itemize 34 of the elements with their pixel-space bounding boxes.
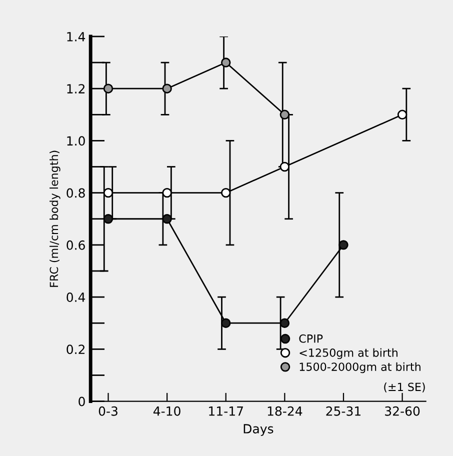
point	[397, 110, 408, 120]
point	[221, 58, 231, 68]
y-tick-label: 0.8	[66, 188, 85, 198]
x-tick-label: 18-24	[268, 406, 302, 416]
y-tick-label: 1.0	[67, 136, 85, 146]
x-tick-label: 32-60	[385, 406, 420, 416]
point	[162, 84, 172, 94]
legend-label: <1250gm at birth	[300, 348, 398, 360]
point	[162, 188, 172, 198]
point	[103, 188, 114, 198]
x-tick-label: 11-17	[209, 406, 243, 416]
point	[221, 318, 231, 328]
y-tick-label: 0.2	[66, 344, 84, 354]
x-axis-title: Days	[244, 424, 274, 436]
x-tick-label: 25-31	[326, 406, 360, 416]
x-tick-label: 0-3	[98, 406, 118, 416]
y-tick-label: 0.6	[66, 240, 85, 250]
y-axis-title: FRC (ml/cm body length)	[50, 150, 60, 287]
point	[103, 214, 114, 224]
y-tick-label: 1.4	[67, 32, 86, 42]
point	[221, 188, 231, 198]
point	[280, 110, 290, 120]
point	[280, 318, 290, 328]
point	[280, 162, 290, 172]
x-tick-label: 4-10	[153, 406, 180, 416]
point	[103, 84, 114, 94]
y-tick-label: 0	[78, 396, 85, 406]
legend-label: CPIP	[299, 334, 323, 343]
point	[338, 240, 348, 250]
y-tick-label: 0.4	[66, 292, 86, 302]
y-tick-label: 1.2	[67, 84, 84, 94]
annotation: (±1 SE)	[384, 382, 425, 392]
point	[162, 214, 172, 224]
legend-label: 1500-2000gm at birth	[300, 362, 420, 374]
